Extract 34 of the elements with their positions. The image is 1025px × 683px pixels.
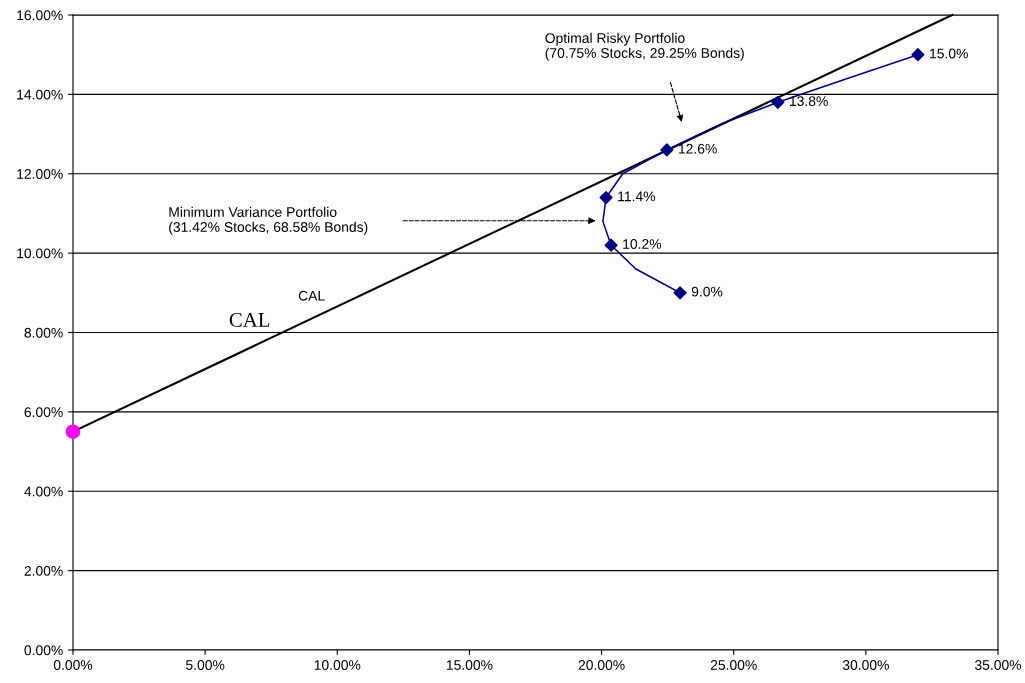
point	[771, 95, 785, 109]
annotation: Minimum Variance Portfolio (31.42% Stocks, 68.58% Bonds)	[169, 206, 368, 235]
y-tick-label: 8.00%	[24, 327, 63, 338]
x-tick-label: 20.00%	[578, 660, 625, 670]
data-label: 9.0%	[691, 286, 723, 297]
x-tick-label: 30.00%	[842, 660, 889, 670]
x-tick-label: 10.00%	[314, 660, 361, 670]
x-tick-label: 0.00%	[53, 660, 93, 670]
point	[599, 190, 613, 205]
y-tick-label: 6.00%	[24, 407, 63, 418]
data-label: 13.8%	[790, 96, 828, 107]
point	[604, 238, 618, 252]
data-label: 10.2%	[623, 239, 662, 249]
point	[911, 48, 925, 62]
point	[65, 424, 81, 440]
x-tick-label: 25.00%	[710, 660, 757, 670]
y-tick-label: 14.00%	[17, 89, 63, 100]
x-tick-label: 15.00%	[446, 660, 493, 670]
y-tick-label: 2.00%	[24, 565, 63, 576]
y-tick-label: 10.00%	[17, 248, 63, 259]
data-label: 11.4%	[618, 191, 656, 202]
point	[660, 143, 674, 157]
data-label: 15.0%	[930, 48, 968, 59]
data-label: 12.6%	[679, 143, 717, 154]
point	[673, 286, 687, 300]
annotation: CAL	[229, 312, 270, 327]
x-tick-label: 35.00%	[974, 660, 1022, 670]
y-tick-label: 4.00%	[24, 486, 63, 497]
annotation: CAL	[298, 290, 325, 301]
x-tick-label: 5.00%	[186, 660, 225, 670]
y-tick-label: 0.00%	[24, 645, 63, 656]
annotation: Optimal Risky Portfolio (70.75% Stocks, 29.25% Bonds)	[545, 32, 744, 61]
y-tick-label: 16.00%	[17, 10, 63, 21]
y-tick-label: 12.00%	[17, 169, 63, 179]
